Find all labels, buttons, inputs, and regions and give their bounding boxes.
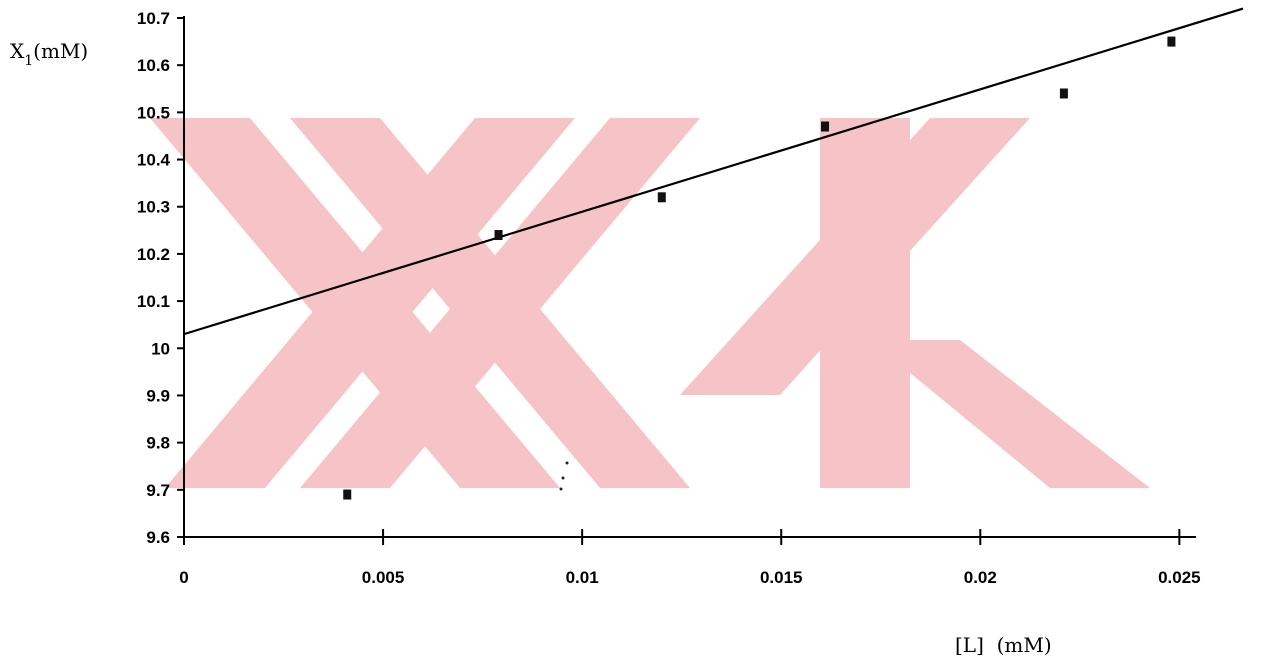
y-tick-label: 10.1 bbox=[137, 292, 170, 311]
data-points bbox=[343, 36, 1176, 500]
y-tick-label: 10.7 bbox=[137, 9, 170, 28]
y-tick-label: 10.5 bbox=[137, 103, 170, 122]
y-axis-title: X1(mM) bbox=[10, 39, 88, 69]
x-axis-title: [L] (mM) bbox=[955, 633, 1052, 657]
x-tick-label: 0.01 bbox=[566, 568, 599, 587]
x-tick-label: 0 bbox=[179, 568, 188, 587]
watermark-logo bbox=[150, 118, 1150, 488]
watermark-stroke-1 bbox=[165, 118, 575, 488]
y-tick-label: 10.4 bbox=[137, 151, 171, 170]
fit-line bbox=[183, 7, 1244, 336]
y-axis-title-unit: (mM) bbox=[33, 39, 88, 63]
y-tick-label: 9.7 bbox=[146, 481, 170, 500]
y-ticks: 9.6 9.7 9.8 9.9 10 10.1 10.2 10.3 10.4 10.5 10.6 10… bbox=[137, 9, 184, 547]
y-tick-label: 9.9 bbox=[146, 386, 170, 405]
data-point bbox=[1167, 36, 1176, 47]
y-tick-label: 9.8 bbox=[146, 434, 170, 453]
data-point bbox=[657, 192, 666, 203]
x-tick-label: 0.015 bbox=[760, 568, 803, 587]
data-point bbox=[343, 489, 352, 500]
y-tick-label: 10 bbox=[151, 339, 170, 358]
y-axis-title-main: X bbox=[10, 39, 25, 63]
x-tick-label: 0.025 bbox=[1158, 568, 1201, 587]
data-point bbox=[1059, 88, 1068, 99]
x-tick-label: 0.005 bbox=[362, 568, 405, 587]
y-tick-label: 10.6 bbox=[137, 56, 170, 75]
y-tick-label: 10.2 bbox=[137, 245, 170, 264]
data-point bbox=[821, 121, 830, 132]
x-ticks: 0 0.005 0.01 0.015 0.02 0.025 bbox=[179, 529, 1201, 587]
scan-specks bbox=[559, 461, 569, 491]
y-tick-label: 9.6 bbox=[146, 528, 170, 547]
y-axis-title-subscript: 1 bbox=[24, 53, 33, 69]
watermark-stroke-6 bbox=[870, 340, 1150, 488]
chart-axes bbox=[183, 16, 1196, 538]
watermark-stroke-5 bbox=[680, 118, 1030, 395]
x-tick-label: 0.02 bbox=[964, 568, 997, 587]
watermark-stroke-3 bbox=[300, 118, 700, 488]
y-tick-label: 10.3 bbox=[137, 198, 170, 217]
data-point bbox=[494, 230, 503, 241]
